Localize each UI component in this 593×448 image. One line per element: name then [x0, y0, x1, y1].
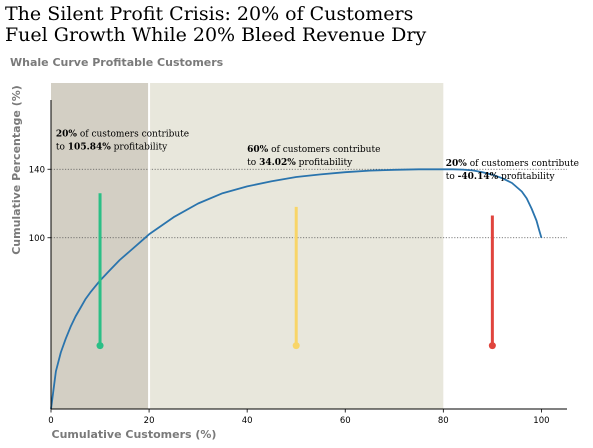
- marker-dot-1: [292, 342, 300, 350]
- y-tick-label-140: 140: [29, 165, 45, 175]
- x-tick-label-20: 20: [144, 416, 155, 426]
- ticks: 0 20 40 60 80 100 100 140: [29, 165, 550, 426]
- x-tick-label-0: 0: [48, 416, 53, 426]
- series-lines: [50, 168, 543, 410]
- x-tick-label-100: 100: [533, 416, 549, 426]
- annotation-2-line-2: to -40.14% profitability: [446, 172, 556, 182]
- series-line-0: [50, 168, 543, 410]
- annotations: 20% of customers contribute to 105.84% pr…: [56, 130, 579, 182]
- annotation-1-line-1: 60% of customers contribute: [247, 145, 380, 155]
- annotation-1-line-2: to 34.02% profitability: [247, 158, 353, 168]
- y-tick-label-100: 100: [29, 234, 45, 244]
- annotation-0-line-1: 20% of customers contribute: [56, 130, 189, 140]
- x-tick-label-60: 60: [340, 416, 351, 426]
- y-axis-label: Cumulative Percentage (%): [10, 85, 23, 255]
- reference-lines: [51, 168, 567, 239]
- marker-dot-2: [488, 342, 496, 350]
- x-tick-label-80: 80: [438, 416, 449, 426]
- marker-lines: [96, 193, 496, 350]
- chart-title-line-2: Fuel Growth While 20% Bleed Revenue Dry: [5, 24, 426, 46]
- x-tick-label-40: 40: [242, 416, 253, 426]
- x-axis-label: Cumulative Customers (%): [52, 428, 217, 441]
- chart-title-line-1: The Silent Profit Crisis: 20% of Custome…: [5, 3, 413, 25]
- axes: [50, 100, 567, 410]
- marker-dot-0: [96, 342, 104, 350]
- annotation-2-line-1: 20% of customers contribute: [446, 159, 579, 169]
- chart-subtitle: Whale Curve Profitable Customers: [10, 56, 224, 69]
- annotation-0-line-2: to 105.84% profitability: [56, 143, 168, 153]
